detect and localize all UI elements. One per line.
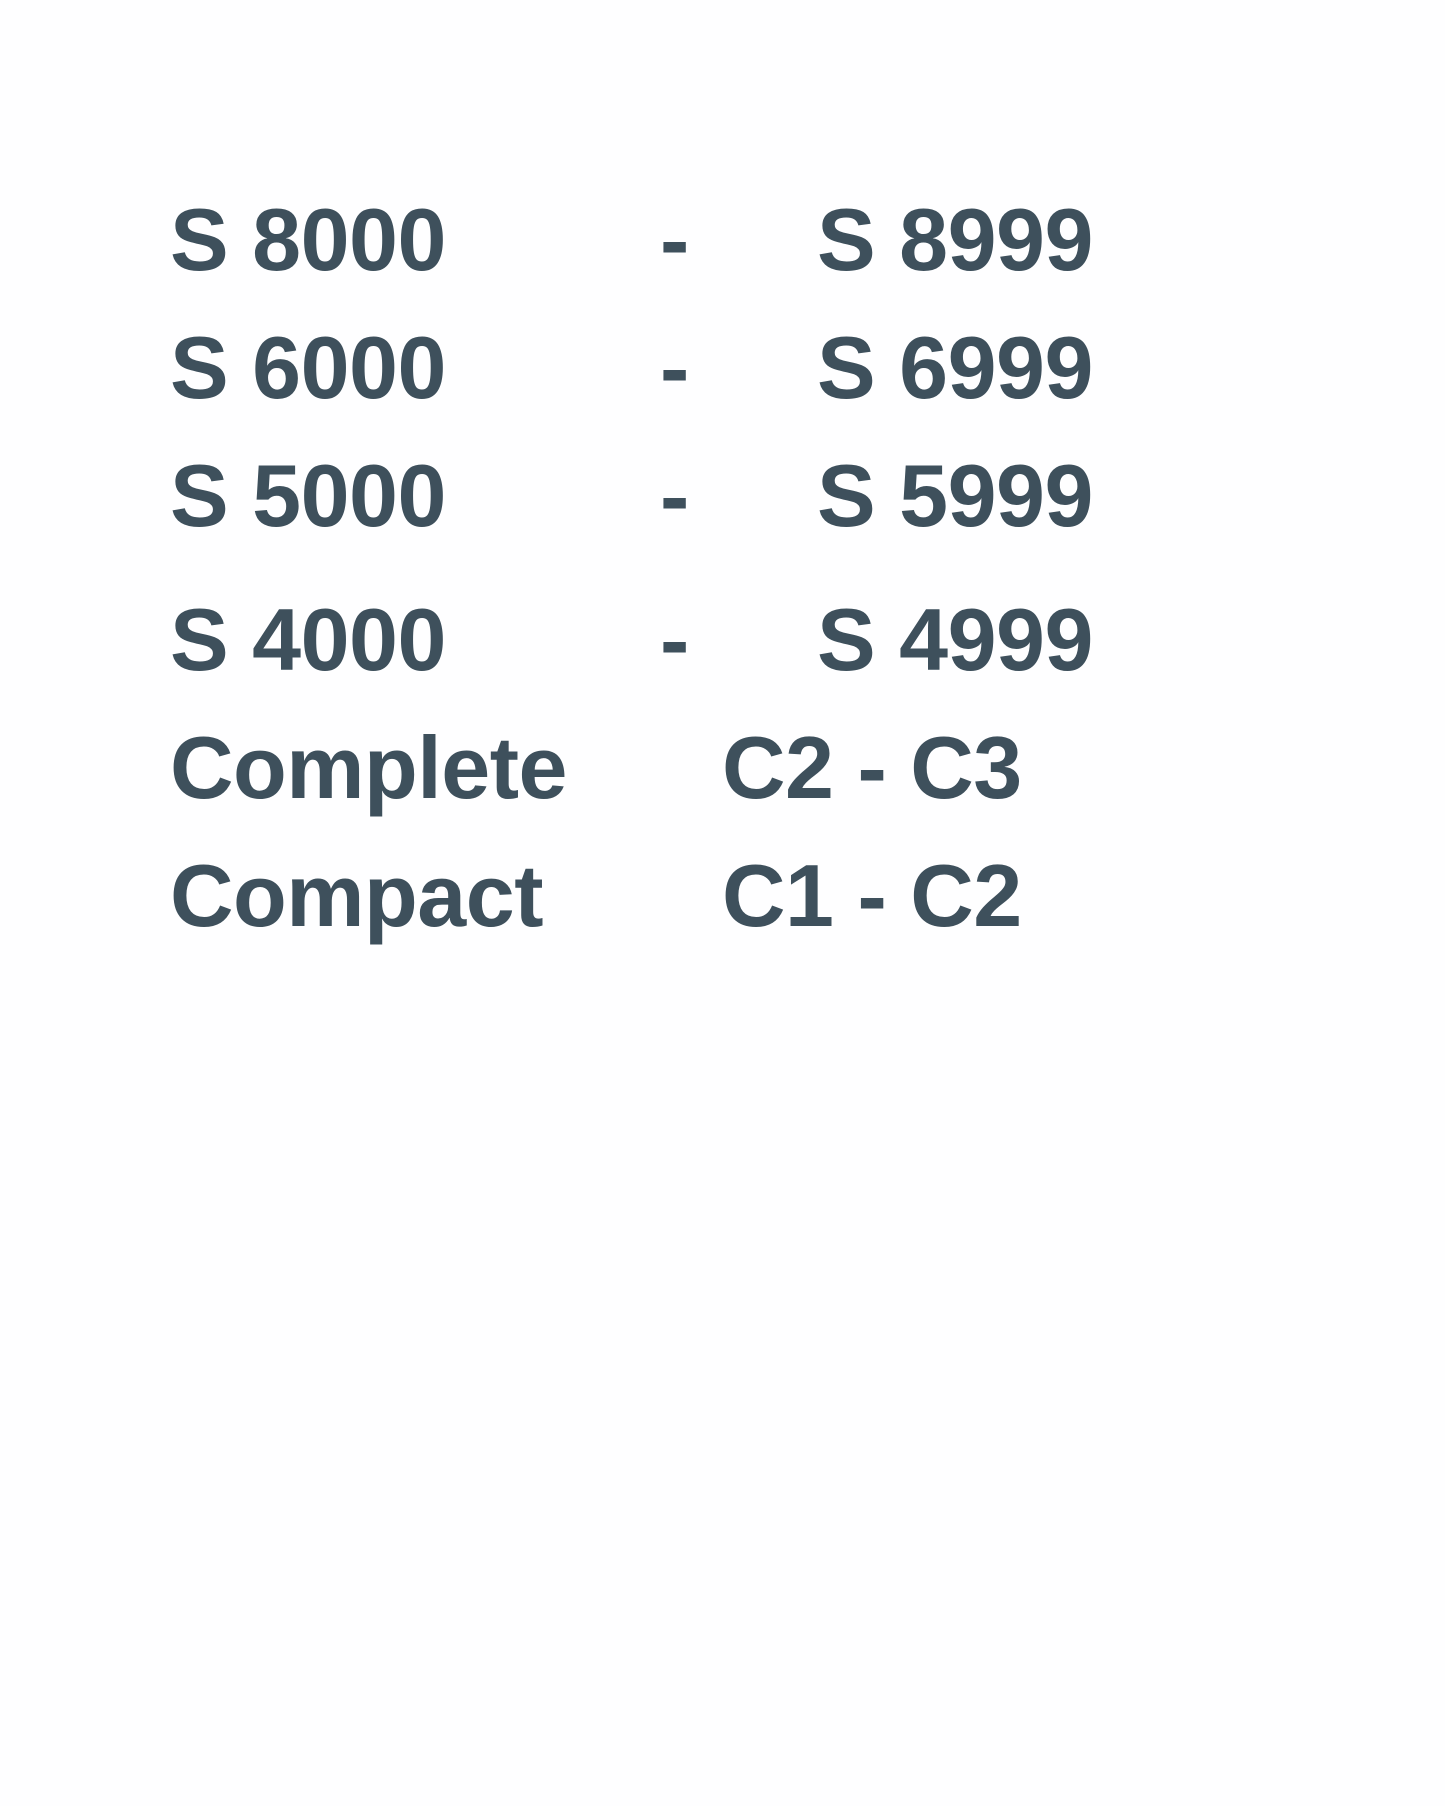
range-end-label: C1 - C2 — [722, 846, 1022, 945]
range-separator-dash: - — [660, 318, 690, 417]
model-range-table: S 8000- S 8999 S 6000- S 6999 S 5000- S 5999 S… — [170, 196, 1230, 980]
table-row: S 8000- S 8999 — [170, 196, 1230, 324]
table-row: Complete C2 - C3 — [170, 724, 1230, 852]
range-end-label: S 8999 — [817, 190, 1093, 289]
range-start-label: S 4000 — [170, 590, 446, 689]
table-row: S 5000- S 5999 — [170, 452, 1230, 580]
range-start-label: S 5000 — [170, 446, 446, 545]
range-start-label: Complete — [170, 718, 567, 817]
range-start-label: S 6000 — [170, 318, 446, 417]
table-row: S 4000- S 4999 — [170, 596, 1230, 724]
range-end-label: C2 - C3 — [722, 718, 1022, 817]
range-end-label: S 4999 — [817, 590, 1093, 689]
range-separator-dash: - — [660, 590, 690, 689]
range-separator-dash: - — [660, 446, 690, 545]
range-start-label: S 8000 — [170, 190, 446, 289]
range-separator-dash: - — [660, 190, 690, 289]
range-end-label: S 5999 — [817, 446, 1093, 545]
table-row: Compact C1 - C2 — [170, 852, 1230, 980]
range-start-label: Compact — [170, 846, 544, 945]
table-row: S 6000- S 6999 — [170, 324, 1230, 452]
range-end-label: S 6999 — [817, 318, 1093, 417]
